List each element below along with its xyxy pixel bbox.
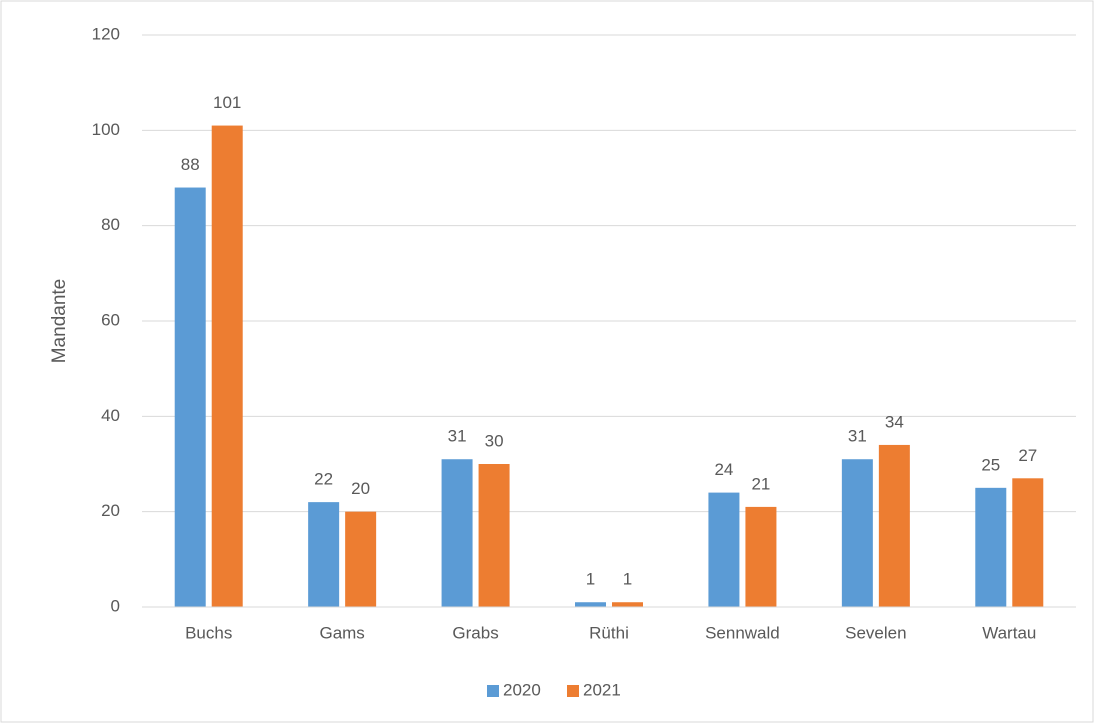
legend-swatch [487,685,499,697]
legend-swatch [567,685,579,697]
data-label: 21 [751,474,770,493]
data-label: 1 [623,570,632,589]
bar [478,464,510,607]
x-tick-label: Rüthi [589,623,629,642]
y-tick-label: 60 [101,310,120,329]
bar [975,487,1007,607]
bar [441,459,473,607]
data-label: 20 [351,479,370,498]
data-label: 101 [213,93,241,112]
bar [345,511,377,607]
x-tick-label: Sevelen [845,623,906,642]
bar [612,602,643,607]
y-tick-label: 120 [92,24,120,43]
data-label: 31 [448,427,467,446]
legend-label: 2021 [583,680,621,699]
data-label: 88 [181,155,200,174]
bar [575,602,606,607]
data-label: 24 [714,460,733,479]
bar [308,502,340,607]
y-axis-label: Mandante [49,279,70,364]
x-tick-label: Buchs [185,623,232,642]
data-label: 1 [586,570,595,589]
bar [841,459,873,607]
data-label: 27 [1018,446,1037,465]
data-label: 31 [848,427,867,446]
legend-label: 2020 [503,680,541,699]
x-tick-label: Sennwald [705,623,780,642]
x-tick-label: Gams [319,623,364,642]
x-tick-label: Wartau [982,623,1036,642]
bar [1012,478,1044,607]
bar [174,187,206,608]
y-tick-label: 100 [92,120,120,139]
x-tick-label: Grabs [452,623,498,642]
data-label: 34 [885,412,904,431]
bar [745,506,777,607]
bar [211,125,243,608]
y-tick-label: 80 [101,215,120,234]
y-tick-label: 40 [101,406,120,425]
data-label: 30 [485,431,504,450]
y-tick-label: 20 [101,501,120,520]
bar [878,444,910,607]
y-tick-label: 0 [111,596,120,615]
data-label: 25 [981,455,1000,474]
data-label: 22 [314,470,333,489]
bar [708,492,740,607]
